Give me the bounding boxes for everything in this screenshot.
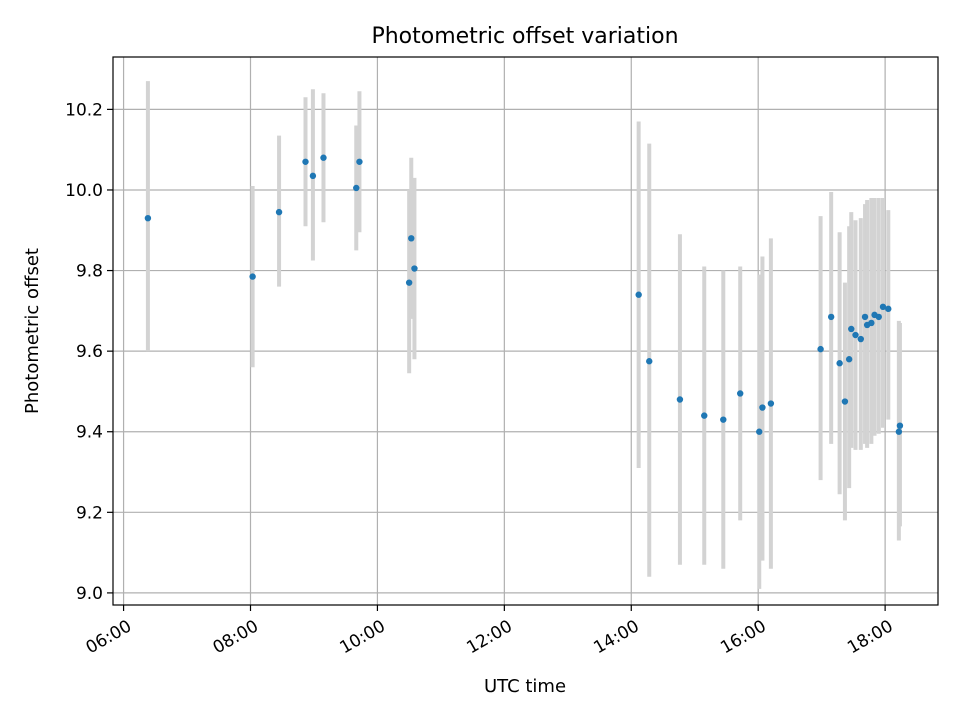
- data-point: [405, 279, 413, 286]
- y-tick-label: 9.4: [76, 423, 103, 443]
- data-point: [356, 158, 363, 165]
- data-point: [852, 331, 859, 339]
- data-point: [676, 396, 684, 403]
- data-point: [868, 319, 875, 327]
- y-tick-label: 9.0: [76, 584, 103, 604]
- data-point: [885, 305, 892, 313]
- data-point: [857, 335, 864, 343]
- data-point: [646, 358, 653, 365]
- data-point: [895, 428, 903, 435]
- data-point: [836, 360, 843, 367]
- data-point: [701, 412, 708, 419]
- data-point: [302, 158, 309, 165]
- plot-frame: [112, 56, 939, 606]
- data-point: [845, 356, 853, 363]
- data-point: [411, 265, 418, 272]
- data-point-layer: [144, 154, 904, 435]
- data-point: [737, 390, 744, 397]
- y-tick-label: 9.8: [76, 262, 103, 282]
- y-tick-label: 9.2: [76, 503, 103, 523]
- data-point: [767, 400, 775, 407]
- data-point: [827, 313, 835, 321]
- data-point: [759, 404, 766, 411]
- x-axis-label: UTC time: [484, 676, 566, 697]
- data-point: [756, 428, 763, 435]
- data-point: [875, 313, 882, 321]
- y-axis-label: Photometric offset: [22, 248, 43, 414]
- data-point: [309, 172, 317, 180]
- data-point: [275, 208, 283, 216]
- data-point: [144, 214, 152, 222]
- chart-title: Photometric offset variation: [371, 24, 678, 49]
- data-point: [879, 303, 887, 311]
- data-point: [635, 291, 642, 298]
- y-tick-label: 10.0: [65, 181, 103, 201]
- data-point: [353, 184, 360, 192]
- data-point: [848, 325, 855, 333]
- y-tick-label: 9.6: [76, 342, 103, 362]
- data-point: [841, 398, 849, 405]
- data-point: [249, 273, 256, 280]
- data-point: [896, 422, 904, 429]
- data-point: [861, 313, 869, 321]
- data-point: [720, 416, 727, 423]
- data-point: [320, 154, 327, 161]
- y-tick-label: 10.2: [65, 100, 103, 120]
- data-point: [817, 345, 824, 353]
- data-point: [408, 235, 415, 242]
